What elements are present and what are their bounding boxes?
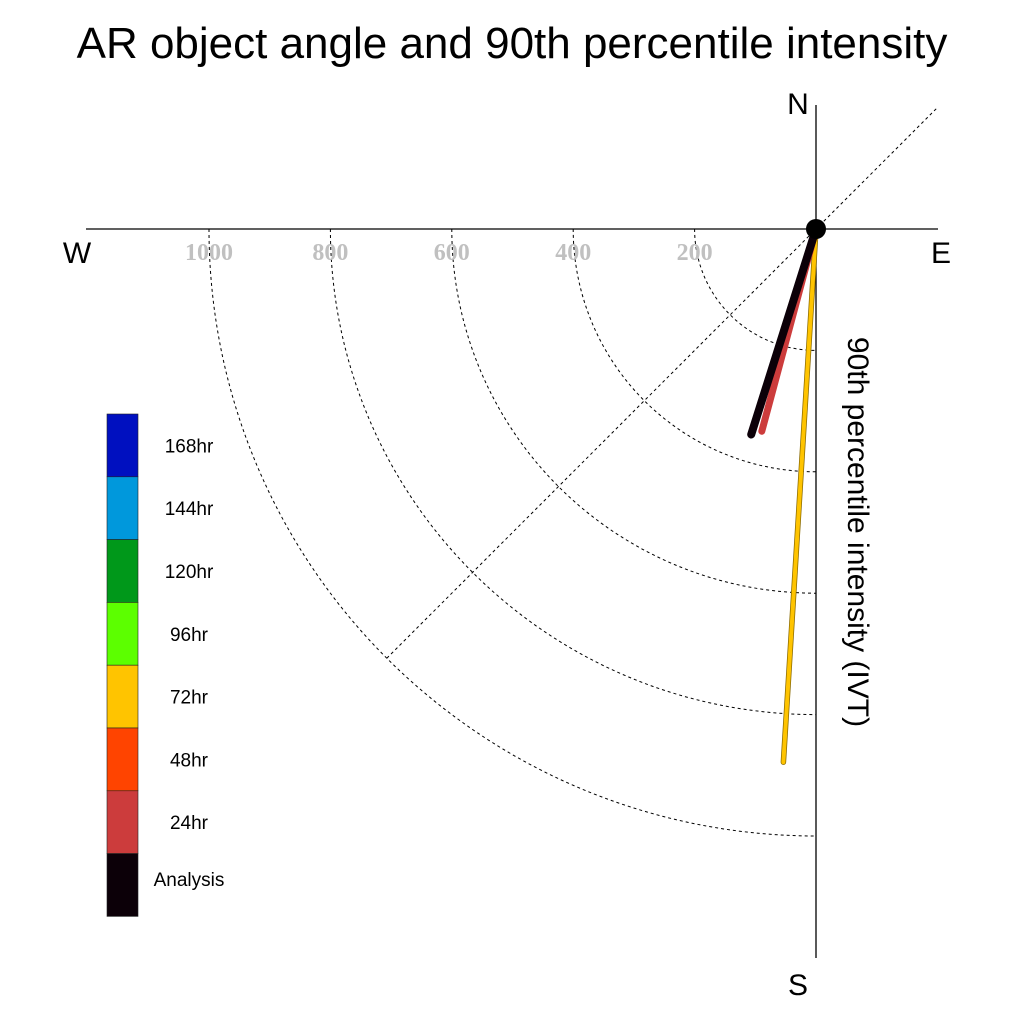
- legend-label-48hr: 48hr: [170, 750, 209, 771]
- intensity-vectors: [747, 225, 820, 765]
- legend-label-analysis: Analysis: [154, 870, 225, 891]
- east-label: E: [931, 237, 951, 270]
- polar-grid: [208, 106, 939, 837]
- y-axis-label: 90th percentile intensity (IVT): [841, 337, 874, 727]
- south-label: S: [788, 969, 808, 1002]
- legend-swatch-96hr: [106, 602, 139, 666]
- range-ring: [329, 228, 817, 716]
- chart-title: AR object angle and 90th percentile inte…: [77, 19, 948, 68]
- radial-tick-label: 800: [312, 240, 348, 266]
- legend: 168hr 144hr 120hr 96hr 72hr 48hr 24hr Analysis: [106, 413, 225, 917]
- legend-swatch-168hr: [106, 413, 139, 478]
- range-ring: [451, 228, 817, 594]
- legend-label-120hr: 120hr: [165, 562, 214, 583]
- legend-label-72hr: 72hr: [170, 688, 209, 709]
- legend-label-96hr: 96hr: [170, 625, 209, 646]
- legend-swatch-120hr: [106, 539, 139, 603]
- range-ring: [694, 228, 817, 351]
- range-ring: [208, 228, 817, 837]
- legend-label-144hr: 144hr: [165, 499, 214, 520]
- legend-swatch-48hr: [106, 727, 139, 792]
- legend-label-24hr: 24hr: [170, 813, 209, 834]
- legend-swatch-72hr: [106, 664, 139, 729]
- diagonal-grid-line: [386, 106, 939, 659]
- legend-swatch-24hr: [106, 790, 139, 854]
- radial-tick-label: 1000: [185, 240, 233, 266]
- vector-analysis: [747, 225, 820, 439]
- radial-tick-label: 600: [434, 240, 470, 266]
- radial-tick-label: 400: [555, 240, 591, 266]
- legend-label-168hr: 168hr: [165, 436, 214, 457]
- north-label: N: [787, 88, 809, 121]
- vector-72hr: [781, 227, 818, 765]
- legend-swatch-144hr: [106, 476, 139, 540]
- legend-swatch-analysis: [106, 853, 139, 917]
- west-label: W: [63, 237, 92, 270]
- origin-marker: [806, 219, 826, 239]
- radial-tick-label: 200: [677, 240, 713, 266]
- range-ring: [572, 228, 817, 473]
- radial-tick-labels: 200 400 600 800 1000: [185, 240, 713, 266]
